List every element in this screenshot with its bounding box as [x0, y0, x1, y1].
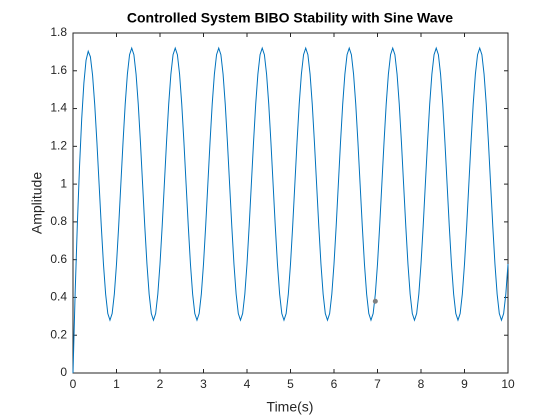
x-tick-label: 4 — [244, 377, 251, 391]
x-tick-label: 7 — [374, 377, 381, 391]
y-tick-label: 1 — [60, 176, 67, 190]
x-tick-label: 3 — [200, 377, 207, 391]
chart-title: Controlled System BIBO Stability with Si… — [127, 10, 453, 26]
x-tick-label: 9 — [461, 377, 468, 391]
y-tick-label: 0.2 — [50, 327, 67, 341]
x-tick-label: 1 — [113, 377, 120, 391]
line-series — [72, 46, 509, 374]
plot-area — [72, 32, 509, 374]
y-tick-label: 1.2 — [50, 139, 67, 153]
x-axis-label: Time(s) — [267, 399, 314, 415]
data-marker — [372, 298, 378, 304]
x-tick-label: 2 — [157, 377, 164, 391]
y-tick-label: 1.4 — [50, 101, 67, 115]
y-tick-label: 0.6 — [50, 252, 67, 266]
y-tick-label: 0 — [60, 365, 67, 379]
y-tick-label: 1.6 — [50, 63, 67, 77]
x-tick-label: 10 — [501, 377, 515, 391]
y-tick-label: 0.4 — [50, 290, 67, 304]
x-tick-label: 0 — [70, 377, 77, 391]
x-tick-label: 5 — [287, 377, 294, 391]
y-tick-label: 1.8 — [50, 25, 67, 39]
x-tick-label: 6 — [331, 377, 338, 391]
y-tick-label: 0.8 — [50, 214, 67, 228]
y-axis-label: Amplitude — [29, 172, 45, 234]
x-tick-label: 8 — [418, 377, 425, 391]
